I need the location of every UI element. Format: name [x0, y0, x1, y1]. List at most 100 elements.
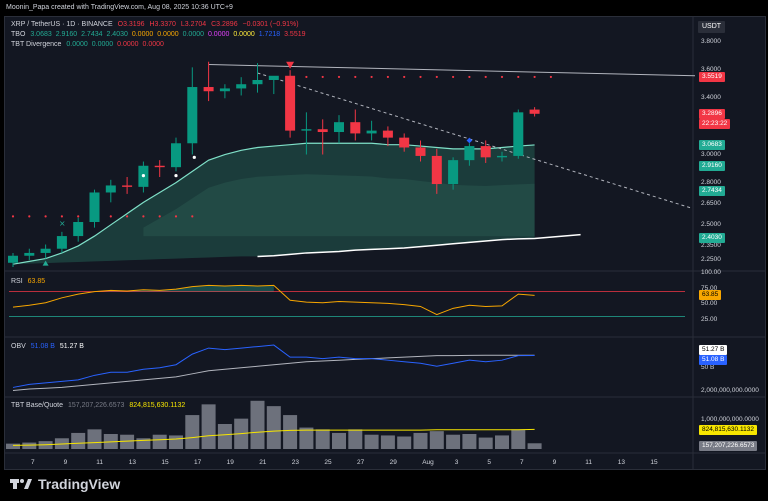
price-axis-label: 3.6000 [701, 66, 721, 74]
price-axis-label: 3.4000 [701, 94, 721, 102]
support-dot [142, 215, 145, 218]
tbt-volume-ma-value: 824,815,630.1132 [129, 402, 186, 409]
candle-body [203, 87, 214, 92]
price-tag: 3.0683 [699, 139, 725, 150]
candle-body [301, 129, 312, 131]
resistance-dot [370, 75, 373, 79]
signal-dot [174, 174, 178, 178]
tbt-volume-legend: TBT Base/Quote 157,207,226.6573 824,815,… [11, 402, 185, 409]
candle-body [171, 143, 181, 168]
volume-bar [6, 443, 20, 449]
price-tag: 2.7434 [699, 185, 725, 196]
resistance-dot [419, 75, 422, 79]
tbt-div-value: 0.0000 [66, 41, 88, 48]
resistance-dot [468, 75, 471, 79]
time-axis-label: 19 [226, 459, 234, 466]
tbo-value: 0.0000 [207, 31, 230, 38]
obv-axis-label: 50 B [701, 364, 715, 372]
sell-signal-marker [286, 61, 295, 69]
rsi-tag: 63.85 [699, 290, 722, 301]
volume-bar [22, 442, 37, 449]
currency-button[interactable]: USDT [698, 21, 726, 33]
candle-body [24, 252, 35, 256]
support-dot [11, 215, 15, 218]
resistance-dot [305, 75, 308, 79]
cross-marker: × [59, 219, 66, 228]
obv-value: 51.08 B [30, 343, 55, 350]
symbol-label: XRP / TetherUS · 1D · BINANCE [11, 21, 113, 28]
candle-body [236, 84, 247, 89]
rsi-name: RSI [11, 278, 23, 285]
rsi-axis-label: 50.00 [701, 300, 718, 307]
tbo-fast-line [12, 142, 535, 265]
obv-ma-value: 51.27 B [59, 343, 84, 350]
time-axis-label: 13 [617, 459, 626, 466]
volume-bar [71, 432, 86, 449]
tbo-value: 0.0000 [233, 31, 255, 38]
buy-signal-marker [42, 260, 49, 266]
resistance-trendline [208, 64, 696, 77]
volume-bar [495, 435, 509, 449]
obv-legend: OBV 51.08 B 51.27 B [11, 343, 84, 350]
price-axis-label: 3.8000 [701, 38, 721, 46]
resistance-dot [452, 75, 455, 79]
ohlc-open: O3.3196 [117, 21, 145, 28]
tbo-value: 3.0683 [30, 31, 52, 38]
volume-bar [185, 415, 200, 449]
resistance-dot [403, 75, 406, 79]
volume-bar [201, 404, 216, 449]
volume-bar [413, 432, 428, 449]
time-axis-label: 15 [161, 459, 169, 466]
resistance-dot [321, 75, 324, 79]
price-tag: 3.2896 [699, 108, 725, 119]
candle-body [252, 79, 263, 85]
price-axis-label: 2.6500 [701, 199, 721, 207]
tbo-value: 0.0000 [131, 31, 154, 38]
tbt-div-value: 0.0000 [142, 41, 164, 48]
volume-bar [462, 434, 477, 449]
tradingview-logo: TradingView [10, 476, 120, 492]
volume-bar [478, 437, 493, 449]
tbo-value: 3.5519 [284, 31, 306, 38]
price-axis-label: 2.5000 [701, 220, 721, 228]
resistance-dot [533, 75, 536, 79]
volume-bar [87, 429, 102, 449]
divergence-marker [466, 137, 473, 144]
candle-body [415, 147, 426, 156]
ohlc-change: −0.0301 (−0.91%) [242, 21, 299, 28]
tbt-div-value: 0.0000 [91, 41, 114, 48]
resistance-dot [549, 75, 553, 79]
rsi-value: 63.85 [27, 278, 46, 285]
resistance-dot [500, 75, 504, 79]
candle-body [366, 130, 377, 134]
chart-panel[interactable]: × XRP / TetherUS · 1D · BINANCE O3.3196 … [4, 16, 766, 470]
volume-ma-line [12, 428, 535, 446]
obv-name: OBV [11, 343, 26, 350]
time-axis-label: 29 [389, 459, 397, 466]
obv-tag: 51.27 B [699, 345, 728, 356]
volume-bar [169, 435, 183, 449]
time-axis-label: 7 [31, 459, 35, 466]
candle-body [513, 112, 524, 156]
candle-body [40, 248, 51, 253]
volume-bar [152, 434, 167, 449]
chart-svg[interactable]: × [5, 17, 765, 469]
main-legend: XRP / TetherUS · 1D · BINANCE O3.3196 H3… [11, 21, 299, 28]
volume-bar [511, 429, 526, 449]
tbt-divergence-legend: TBT Divergence 0.0000 0.0000 0.0000 0.00… [11, 41, 164, 48]
time-axis-label: 25 [324, 459, 332, 466]
ohlc-high: H3.3370 [149, 21, 176, 28]
tbo-value: 2.7434 [81, 31, 103, 38]
time-axis-label: Aug [422, 459, 434, 466]
tbt-div-value: 0.0000 [117, 41, 139, 48]
candle-body [285, 75, 296, 131]
candle-body [382, 130, 393, 138]
support-dot [174, 215, 178, 218]
resistance-dot [484, 75, 487, 79]
tbo-value: 2.4030 [106, 31, 128, 38]
volume-axis-label: 1,000,000,000.0000 [701, 416, 759, 424]
brand-name: TradingView [38, 476, 121, 492]
volume-bar [348, 429, 363, 449]
candle-body [105, 185, 116, 193]
